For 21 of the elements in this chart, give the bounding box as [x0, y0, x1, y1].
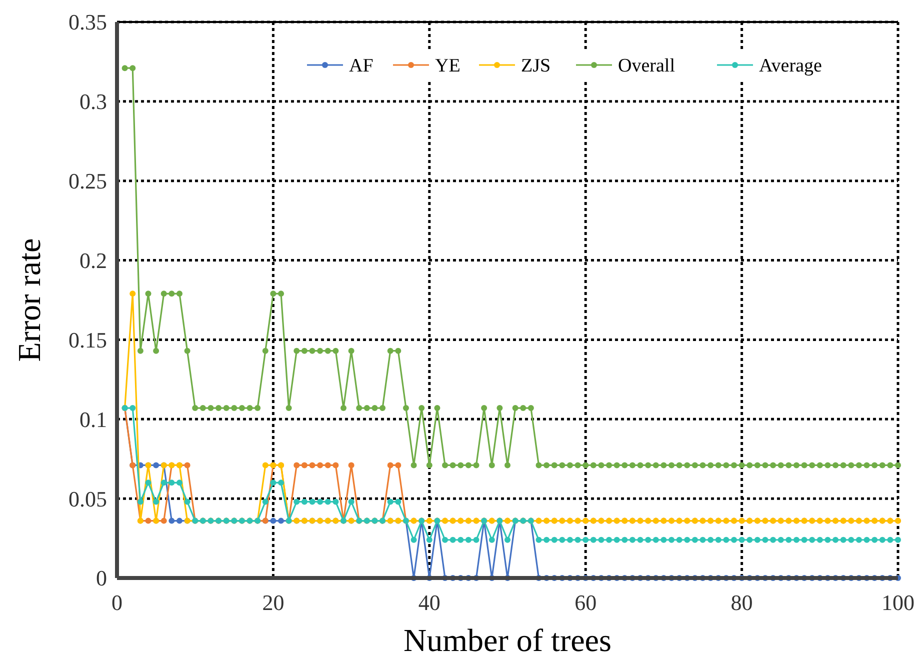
x-tick-label: 40 — [418, 590, 440, 615]
y-tick-label: 0.2 — [80, 248, 107, 273]
legend-label: ZJS — [521, 56, 551, 77]
y-tick-label: 0 — [96, 566, 107, 591]
y-tick-label: 0.3 — [80, 89, 107, 114]
legend-label: Overall — [618, 56, 675, 77]
y-tick-label: 0.05 — [68, 486, 107, 512]
legend-label: AF — [349, 56, 374, 77]
x-tick-label: 80 — [730, 590, 753, 615]
x-tick-label: 60 — [574, 590, 597, 615]
y-axis-title: Error rate — [11, 238, 47, 362]
y-tick-label: 0.25 — [68, 168, 107, 194]
x-tick-label: 100 — [882, 590, 914, 615]
x-tick-label: 0 — [112, 590, 122, 615]
x-tick-label: 20 — [262, 590, 284, 615]
legend-label: YE — [435, 56, 460, 77]
y-tick-label: 0.15 — [68, 327, 107, 352]
legend-label: Average — [759, 56, 822, 77]
y-tick-label: 0.1 — [80, 406, 107, 432]
y-tick-label: 0.35 — [68, 10, 107, 35]
x-axis-title: Number of trees — [404, 622, 612, 658]
